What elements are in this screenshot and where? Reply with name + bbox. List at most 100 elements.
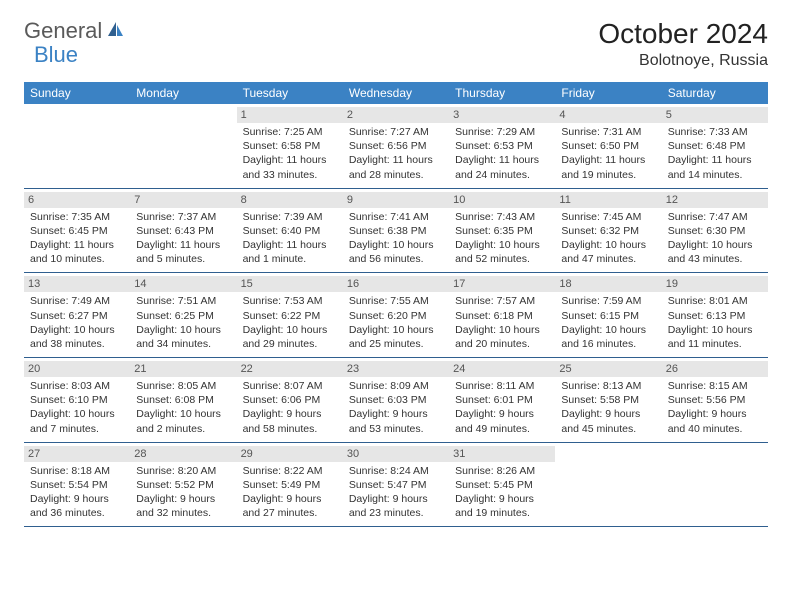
- day-info: Sunrise: 7:43 AMSunset: 6:35 PMDaylight:…: [455, 210, 549, 267]
- day-number: 18: [555, 276, 661, 292]
- daylight-text: Daylight: 11 hours and 19 minutes.: [561, 153, 655, 181]
- day-number: 19: [662, 276, 768, 292]
- sunrise-text: Sunrise: 8:09 AM: [349, 379, 443, 393]
- day-cell: 5 Sunrise: 7:33 AMSunset: 6:48 PMDaylight…: [662, 104, 768, 188]
- day-cell: 9Sunrise: 7:41 AMSunset: 6:38 PMDaylight…: [343, 189, 449, 273]
- day-info: Sunrise: 8:13 AMSunset: 5:58 PMDaylight:…: [561, 379, 655, 436]
- sunset-text: Sunset: 6:40 PM: [243, 224, 337, 238]
- sunrise-text: Sunrise: 8:22 AM: [243, 464, 337, 478]
- day-number: 3: [449, 107, 555, 123]
- sunset-text: Sunset: 6:53 PM: [455, 139, 549, 153]
- sunrise-text: Sunrise: 8:26 AM: [455, 464, 549, 478]
- day-info: Sunrise: 7:41 AMSunset: 6:38 PMDaylight:…: [349, 210, 443, 267]
- sunrise-text: Sunrise: 8:13 AM: [561, 379, 655, 393]
- day-number: 26: [662, 361, 768, 377]
- day-number: 12: [662, 192, 768, 208]
- daylight-text: Daylight: 11 hours and 5 minutes.: [136, 238, 230, 266]
- daylight-text: Daylight: 9 hours and 40 minutes.: [668, 407, 762, 435]
- logo-blue-wrap: Blue: [34, 42, 78, 68]
- day-cell: 4Sunrise: 7:31 AMSunset: 6:50 PMDaylight…: [555, 104, 661, 188]
- sunset-text: Sunset: 5:49 PM: [243, 478, 337, 492]
- sail-icon: [106, 20, 126, 43]
- sunrise-text: Sunrise: 8:01 AM: [668, 294, 762, 308]
- week-row: 1Sunrise: 7:25 AMSunset: 6:58 PMDaylight…: [24, 104, 768, 189]
- calendar: Sunday Monday Tuesday Wednesday Thursday…: [24, 82, 768, 527]
- day-info: Sunrise: 7:53 AMSunset: 6:22 PMDaylight:…: [243, 294, 337, 351]
- day-cell: 13Sunrise: 7:49 AMSunset: 6:27 PMDayligh…: [24, 273, 130, 357]
- sunset-text: Sunset: 6:35 PM: [455, 224, 549, 238]
- day-cell: 29Sunrise: 8:22 AMSunset: 5:49 PMDayligh…: [237, 443, 343, 527]
- day-cell: 11Sunrise: 7:45 AMSunset: 6:32 PMDayligh…: [555, 189, 661, 273]
- day-cell: 17Sunrise: 7:57 AMSunset: 6:18 PMDayligh…: [449, 273, 555, 357]
- day-cell: 18Sunrise: 7:59 AMSunset: 6:15 PMDayligh…: [555, 273, 661, 357]
- sunrise-text: Sunrise: 7:49 AM: [30, 294, 124, 308]
- sunset-text: Sunset: 6:45 PM: [30, 224, 124, 238]
- daylight-text: Daylight: 9 hours and 19 minutes.: [455, 492, 549, 520]
- day-number: 27: [24, 446, 130, 462]
- day-info: Sunrise: 8:01 AMSunset: 6:13 PMDaylight:…: [668, 294, 762, 351]
- sunrise-text: Sunrise: 8:03 AM: [30, 379, 124, 393]
- day-info: Sunrise: 7:39 AMSunset: 6:40 PMDaylight:…: [243, 210, 337, 267]
- header: General October 2024 Bolotnoye, Russia: [24, 18, 768, 70]
- day-info: Sunrise: 8:07 AMSunset: 6:06 PMDaylight:…: [243, 379, 337, 436]
- day-cell: 15Sunrise: 7:53 AMSunset: 6:22 PMDayligh…: [237, 273, 343, 357]
- sunrise-text: Sunrise: 7:51 AM: [136, 294, 230, 308]
- sunset-text: Sunset: 6:27 PM: [30, 309, 124, 323]
- sunset-text: Sunset: 6:03 PM: [349, 393, 443, 407]
- day-number: 30: [343, 446, 449, 462]
- day-cell: 12Sunrise: 7:47 AMSunset: 6:30 PMDayligh…: [662, 189, 768, 273]
- sunset-text: Sunset: 6:58 PM: [243, 139, 337, 153]
- day-cell: 6Sunrise: 7:35 AMSunset: 6:45 PMDaylight…: [24, 189, 130, 273]
- day-info: Sunrise: 7:51 AMSunset: 6:25 PMDaylight:…: [136, 294, 230, 351]
- daylight-text: Daylight: 10 hours and 2 minutes.: [136, 407, 230, 435]
- sunrise-text: Sunrise: 8:05 AM: [136, 379, 230, 393]
- sunrise-text: Sunrise: 7:27 AM: [349, 125, 443, 139]
- daylight-text: Daylight: 11 hours and 10 minutes.: [30, 238, 124, 266]
- sunset-text: Sunset: 5:52 PM: [136, 478, 230, 492]
- day-info: Sunrise: 8:03 AMSunset: 6:10 PMDaylight:…: [30, 379, 124, 436]
- daylight-text: Daylight: 10 hours and 7 minutes.: [30, 407, 124, 435]
- day-number: 5: [662, 107, 768, 123]
- day-info: Sunrise: 7:49 AMSunset: 6:27 PMDaylight:…: [30, 294, 124, 351]
- sunrise-text: Sunrise: 7:47 AM: [668, 210, 762, 224]
- day-info: Sunrise: 7:55 AMSunset: 6:20 PMDaylight:…: [349, 294, 443, 351]
- sunrise-text: Sunrise: 7:35 AM: [30, 210, 124, 224]
- day-number: 20: [24, 361, 130, 377]
- day-number: 16: [343, 276, 449, 292]
- day-info: Sunrise: 7:31 AMSunset: 6:50 PMDaylight:…: [561, 125, 655, 182]
- week-row: 20 Sunrise: 8:03 AMSunset: 6:10 PMDayligh…: [24, 358, 768, 443]
- day-number: 14: [130, 276, 236, 292]
- day-info: Sunrise: 8:26 AMSunset: 5:45 PMDaylight:…: [455, 464, 549, 521]
- day-cell: 31Sunrise: 8:26 AMSunset: 5:45 PMDayligh…: [449, 443, 555, 527]
- daylight-text: Daylight: 10 hours and 25 minutes.: [349, 323, 443, 351]
- day-info: Sunrise: 7:33 AMSunset: 6:48 PMDaylight:…: [668, 125, 762, 182]
- day-info: Sunrise: 8:22 AMSunset: 5:49 PMDaylight:…: [243, 464, 337, 521]
- week-row: 6Sunrise: 7:35 AMSunset: 6:45 PMDaylight…: [24, 189, 768, 274]
- daylight-text: Daylight: 9 hours and 36 minutes.: [30, 492, 124, 520]
- day-number: 24: [449, 361, 555, 377]
- sunrise-text: Sunrise: 7:33 AM: [668, 125, 762, 139]
- logo-text-blue: Blue: [34, 42, 78, 67]
- daylight-text: Daylight: 10 hours and 20 minutes.: [455, 323, 549, 351]
- day-info: Sunrise: 7:37 AMSunset: 6:43 PMDaylight:…: [136, 210, 230, 267]
- day-info: Sunrise: 7:25 AMSunset: 6:58 PMDaylight:…: [243, 125, 337, 182]
- sunrise-text: Sunrise: 7:31 AM: [561, 125, 655, 139]
- sunrise-text: Sunrise: 8:07 AM: [243, 379, 337, 393]
- sunrise-text: Sunrise: 7:41 AM: [349, 210, 443, 224]
- day-cell: 1Sunrise: 7:25 AMSunset: 6:58 PMDaylight…: [237, 104, 343, 188]
- sunset-text: Sunset: 6:20 PM: [349, 309, 443, 323]
- day-cell: 24Sunrise: 8:11 AMSunset: 6:01 PMDayligh…: [449, 358, 555, 442]
- dow-sunday: Sunday: [24, 82, 130, 104]
- sunrise-text: Sunrise: 8:15 AM: [668, 379, 762, 393]
- sunrise-text: Sunrise: 7:43 AM: [455, 210, 549, 224]
- sunrise-text: Sunrise: 7:45 AM: [561, 210, 655, 224]
- day-info: Sunrise: 8:20 AMSunset: 5:52 PMDaylight:…: [136, 464, 230, 521]
- dow-wednesday: Wednesday: [343, 82, 449, 104]
- daylight-text: Daylight: 10 hours and 38 minutes.: [30, 323, 124, 351]
- day-cell: 3Sunrise: 7:29 AMSunset: 6:53 PMDaylight…: [449, 104, 555, 188]
- day-info: Sunrise: 8:24 AMSunset: 5:47 PMDaylight:…: [349, 464, 443, 521]
- sunset-text: Sunset: 6:06 PM: [243, 393, 337, 407]
- day-cell: [130, 104, 236, 188]
- day-cell: 25Sunrise: 8:13 AMSunset: 5:58 PMDayligh…: [555, 358, 661, 442]
- week-row: 13Sunrise: 7:49 AMSunset: 6:27 PMDayligh…: [24, 273, 768, 358]
